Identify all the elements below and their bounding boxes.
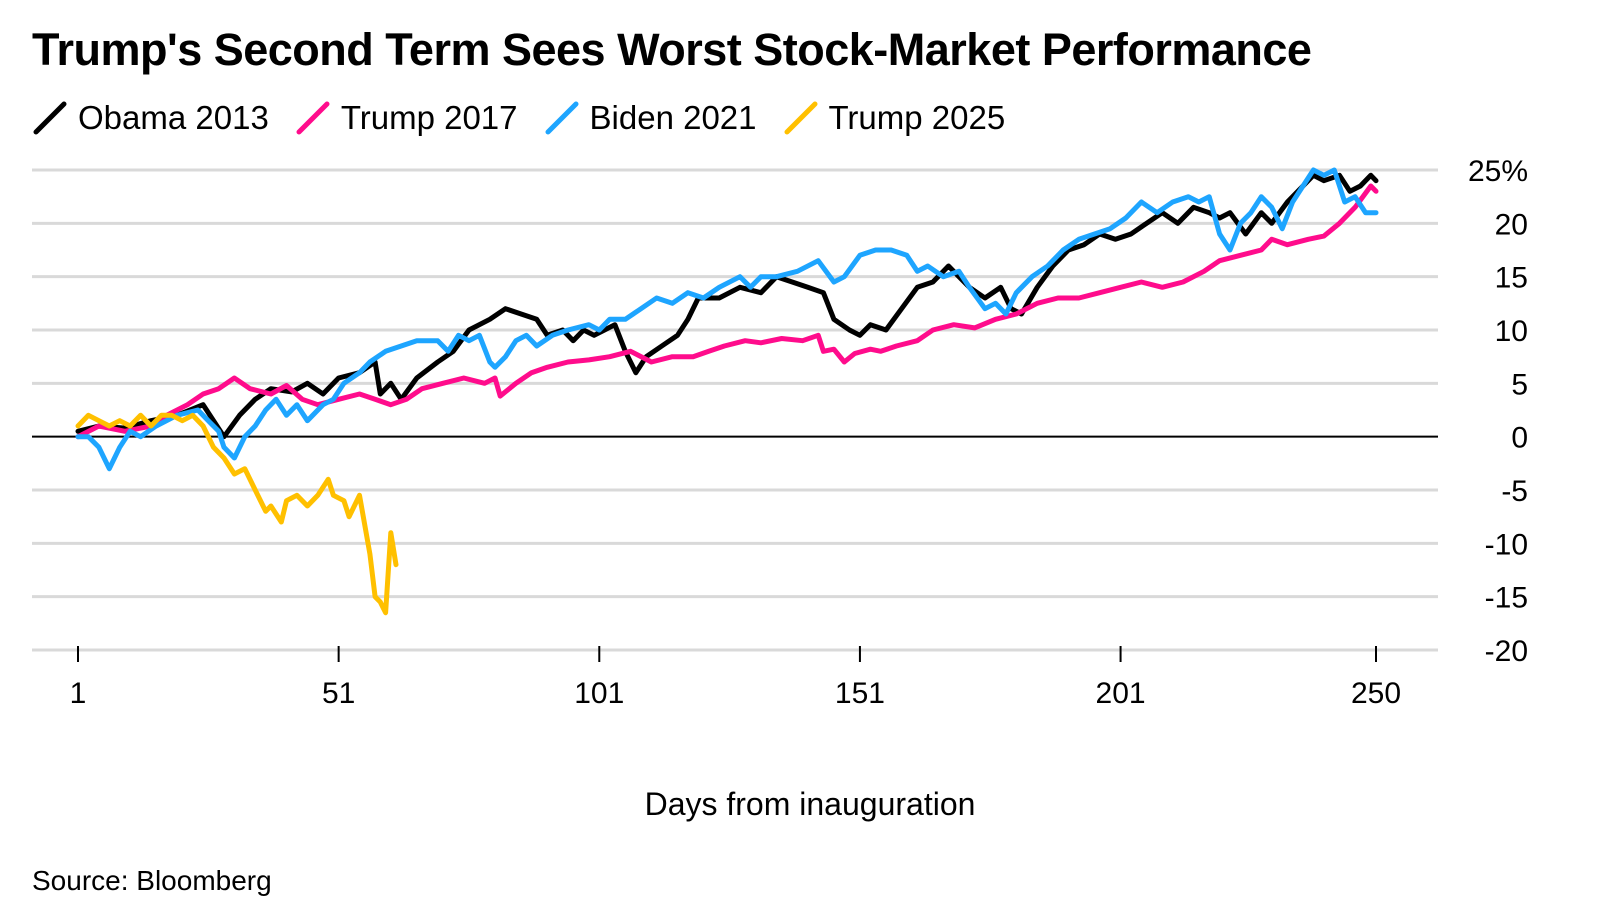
y-tick-label: -10	[1485, 528, 1528, 561]
x-axis-ticks: 1 51 101 151 201 250	[70, 646, 1401, 710]
series-lines	[75, 167, 1379, 616]
legend-label-trump-2017: Trump 2017	[340, 99, 518, 136]
y-tick-label: 5	[1511, 368, 1528, 401]
source-note: Source: Bloomberg	[32, 865, 272, 896]
y-tick-label: 15	[1495, 262, 1528, 295]
series-line-trump-2025	[75, 412, 399, 616]
y-tick-label: -15	[1485, 582, 1528, 615]
legend-item-trump-2017: Trump 2017	[295, 99, 518, 137]
y-tick-label: 25%	[1468, 155, 1528, 188]
x-tick-label: 151	[835, 677, 885, 710]
legend-swatch-trump-2017	[296, 101, 330, 135]
legend: Obama 2013 Trump 2017 Biden 2021 Trump 2…	[32, 96, 1031, 140]
legend-label-trump-2025: Trump 2025	[828, 99, 1006, 136]
series-line-biden-2021	[75, 167, 1379, 472]
y-tick-label: 0	[1511, 422, 1528, 455]
legend-label-obama-2013: Obama 2013	[78, 99, 269, 136]
chart-title: Trump's Second Term Sees Worst Stock-Mar…	[32, 24, 1312, 75]
y-tick-label: -20	[1485, 635, 1528, 668]
y-axis-ticks: 25% 20 15 10 5 0 -5 -10 -15 -20	[1468, 155, 1528, 668]
x-tick-label: 51	[322, 677, 355, 710]
y-tick-label: 10	[1495, 315, 1528, 348]
x-tick-label: 201	[1096, 677, 1146, 710]
y-tick-label: 20	[1495, 208, 1528, 241]
x-tick-label: 250	[1351, 677, 1401, 710]
y-tick-label: -5	[1501, 475, 1528, 508]
legend-swatch-obama-2013	[33, 101, 67, 135]
legend-swatch-biden-2021	[545, 101, 579, 135]
legend-item-biden-2021: Biden 2021	[544, 99, 757, 137]
x-tick-label: 101	[574, 677, 624, 710]
series-line-trump-2017	[75, 183, 1379, 440]
series-line-obama-2013	[75, 172, 1379, 440]
legend-swatch-trump-2025	[784, 101, 817, 135]
legend-item-obama-2013: Obama 2013	[32, 99, 269, 137]
x-axis-label: Days from inauguration	[645, 786, 976, 822]
legend-label-biden-2021: Biden 2021	[589, 99, 757, 136]
legend-item-trump-2025: Trump 2025	[783, 99, 1006, 137]
x-tick-label: 1	[70, 677, 87, 710]
